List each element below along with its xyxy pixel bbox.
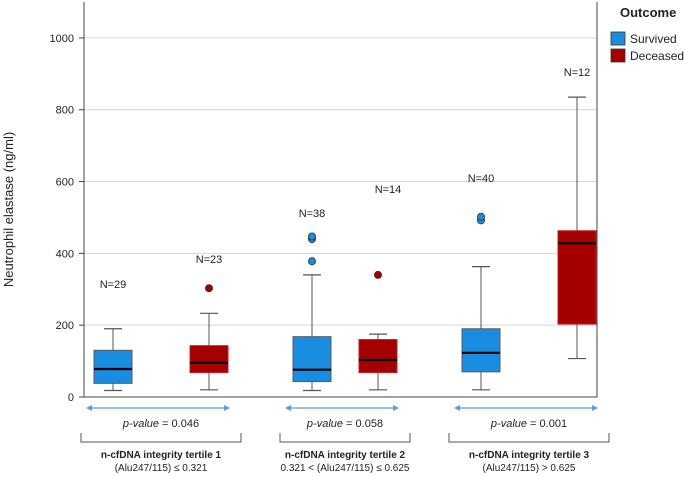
y-tick-label: 800 xyxy=(56,105,74,117)
p-value-number: = 0.001 xyxy=(527,418,567,430)
p-value-prefix: p-value xyxy=(122,418,159,430)
outlier-point xyxy=(373,270,382,279)
outlier-point xyxy=(307,257,316,266)
legend-swatch-deceased xyxy=(610,48,626,63)
p-value-label: p-value = 0.046 xyxy=(122,418,199,430)
arrow-head-left xyxy=(285,405,291,411)
p-value-prefix: p-value xyxy=(490,418,527,430)
legend-label-deceased: Deceased xyxy=(630,49,684,63)
n-label: N=14 xyxy=(375,184,402,196)
group-sublabel: 0.321 < (Alu247/115) ≤ 0.625 xyxy=(280,463,409,474)
group-label: n-cfDNA integrity tertile 2 xyxy=(285,450,406,461)
n-label: N=12 xyxy=(564,67,591,79)
n-label: N=23 xyxy=(196,254,223,266)
group-label: n-cfDNA integrity tertile 1 xyxy=(101,450,222,461)
n-label: N=40 xyxy=(468,173,495,185)
p-value-number: = 0.046 xyxy=(159,418,199,430)
group-bracket xyxy=(448,433,610,443)
y-tick-label: 1000 xyxy=(50,33,74,45)
box-deceased xyxy=(358,339,398,374)
y-tick-label: 200 xyxy=(56,320,74,332)
group-sublabel: (Alu247/115) ≤ 0.321 xyxy=(115,463,208,474)
arrow-head-left xyxy=(454,405,460,411)
outlier-point xyxy=(204,284,213,293)
group-label: n-cfDNA integrity tertile 3 xyxy=(469,450,590,461)
arrow-head-right xyxy=(592,405,598,411)
n-label: N=38 xyxy=(299,208,326,220)
legend-label-survived: Survived xyxy=(630,32,677,46)
group-bracket xyxy=(279,433,411,443)
arrow-head-left xyxy=(86,405,92,411)
n-label: N=29 xyxy=(100,279,127,291)
arrow-head-right xyxy=(393,405,399,411)
box-deceased xyxy=(189,345,229,374)
legend-title: Outcome xyxy=(620,5,676,20)
outlier-point xyxy=(307,232,316,241)
outlier-point xyxy=(476,212,485,221)
box-survived xyxy=(461,328,501,373)
legend-swatch-survived xyxy=(610,31,626,46)
y-axis-label: Neutrophil elastase (ng/ml) xyxy=(1,132,16,287)
p-value-prefix: p-value xyxy=(306,418,343,430)
y-tick-label: 600 xyxy=(56,177,74,189)
box-survived xyxy=(93,349,133,384)
group-sublabel: (Alu247/115) > 0.625 xyxy=(483,463,576,474)
arrow-head-right xyxy=(224,405,230,411)
p-value-label: p-value = 0.058 xyxy=(306,418,383,430)
box-deceased xyxy=(557,230,597,325)
group-bracket xyxy=(80,433,242,443)
y-tick-label: 400 xyxy=(56,248,74,260)
p-value-label: p-value = 0.001 xyxy=(490,418,567,430)
p-value-number: = 0.058 xyxy=(343,418,383,430)
box-survived xyxy=(292,336,332,383)
y-tick-label: 0 xyxy=(68,392,74,404)
